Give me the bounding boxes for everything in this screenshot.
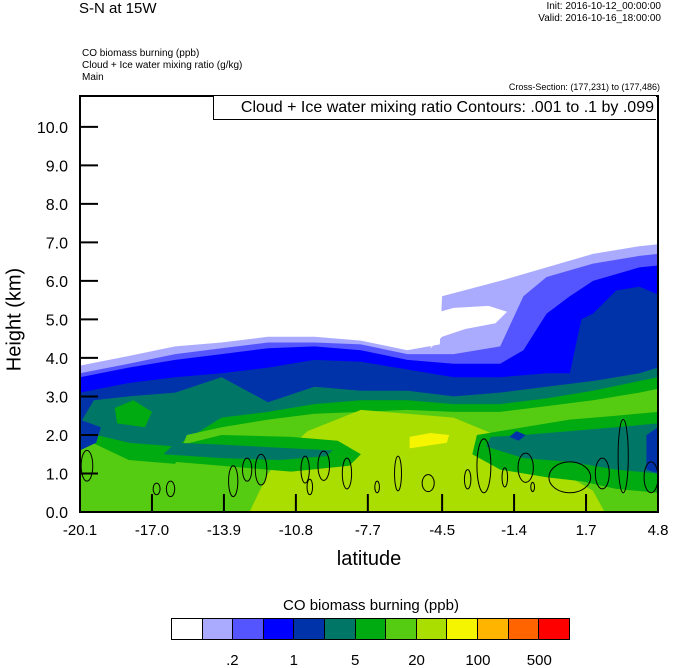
co-white-pocket xyxy=(430,305,508,349)
y-tick-label: 5.0 xyxy=(46,312,68,329)
field-label-main: Main xyxy=(82,72,104,83)
field-label-co: CO biomass burning (ppb) xyxy=(82,48,200,59)
x-tick-label: -20.1 xyxy=(63,522,97,539)
x-tick-label: -1.4 xyxy=(501,522,527,539)
cloud-contour-18 xyxy=(548,461,592,494)
co-level-fill-7 xyxy=(249,409,605,512)
co-patch-2 xyxy=(114,400,152,428)
colorbar-swatch xyxy=(385,619,416,639)
y-axis-title: Height (km) xyxy=(3,267,26,372)
colorbar-swatch xyxy=(232,619,263,639)
y-tick-label: 3.0 xyxy=(46,389,68,406)
x-tick-label: -4.5 xyxy=(429,522,455,539)
co-patch-7 xyxy=(509,431,526,441)
init-time: Init: 2016-10-12_00:00:00 xyxy=(546,1,661,12)
co-patch-8 xyxy=(409,433,450,449)
y-tick-label: 7.0 xyxy=(46,235,68,252)
cloud-contour-20 xyxy=(617,419,629,494)
x-axis-title: latitude xyxy=(336,548,402,570)
cloud-contour-13 xyxy=(463,469,472,490)
y-tick-label: 6.0 xyxy=(46,274,68,291)
cloud-contour-2 xyxy=(165,480,176,498)
cloud-contour-8 xyxy=(317,450,331,481)
cloud-contour-6 xyxy=(300,455,310,484)
cloud-contour-14 xyxy=(476,438,492,494)
colorbar-label: .2 xyxy=(226,652,239,668)
co-patch-1 xyxy=(163,442,333,460)
y-axis-title-wrap: Height (km) xyxy=(0,256,30,386)
colorbar-label: 5 xyxy=(350,652,360,668)
x-tick-label: -17.0 xyxy=(135,522,169,539)
colorbar-swatch xyxy=(538,619,569,639)
colorbar-swatch xyxy=(415,619,447,639)
x-tick-label: -7.7 xyxy=(355,522,381,539)
y-tick-label: 2.0 xyxy=(46,428,68,445)
plot-title: S-N at 15W xyxy=(79,0,157,17)
cloud-contour-3 xyxy=(228,465,239,498)
y-tick-label: 0.0 xyxy=(46,505,68,522)
colorbar-swatch xyxy=(201,619,233,639)
y-tick-label: 4.0 xyxy=(46,351,68,368)
contour-info-box: Cloud + Ice water mixing ratio Contours:… xyxy=(213,96,656,120)
cloud-contour-11 xyxy=(394,455,402,492)
colorbar-label: 100 xyxy=(465,652,491,668)
cloud-contour-5 xyxy=(254,453,268,486)
colorbar-label: 20 xyxy=(408,652,425,668)
colorbar-swatch xyxy=(324,619,355,639)
colorbar-swatch xyxy=(507,619,539,639)
colorbar-title: CO biomass burning (ppb) xyxy=(283,597,459,614)
x-tick-label: 4.8 xyxy=(648,522,669,539)
y-tick-label: 10.0 xyxy=(37,120,68,137)
colorbar-labels: .2 1 5 20 100 500 xyxy=(0,652,674,668)
cloud-contour-19 xyxy=(594,457,610,490)
colorbar-label: 1 xyxy=(289,652,298,668)
colorbar-swatch xyxy=(446,619,478,639)
cloud-contour-17 xyxy=(530,481,536,493)
cloud-contour-9 xyxy=(341,457,353,490)
x-tick-label: -13.9 xyxy=(207,522,241,539)
colorbar-swatch xyxy=(477,619,508,639)
colorbar-label: 500 xyxy=(526,652,552,668)
valid-time: Valid: 2016-10-16_18:00:00 xyxy=(538,13,661,24)
cloud-contour-12 xyxy=(421,474,435,493)
y-tick-label: 1.0 xyxy=(46,466,68,483)
x-tick-label: 1.7 xyxy=(576,522,597,539)
colorbar-swatch xyxy=(172,619,202,639)
cloud-contour-15 xyxy=(501,467,509,488)
colorbar-swatch xyxy=(262,619,294,639)
colorbar xyxy=(171,618,570,640)
x-tick-label: -10.8 xyxy=(279,522,313,539)
cloud-contour-16 xyxy=(517,452,534,483)
y-tick-label: 9.0 xyxy=(46,158,68,175)
cloud-contour-10 xyxy=(374,480,380,494)
y-tick-label: 8.0 xyxy=(46,197,68,214)
cloud-contour-0 xyxy=(80,449,94,482)
cloud-contour-4 xyxy=(241,457,253,482)
cloud-contour-7 xyxy=(306,478,314,496)
co-patch-5 xyxy=(486,423,658,474)
co-field xyxy=(80,244,658,512)
colorbar-swatch xyxy=(293,619,325,639)
field-label-cloud: Cloud + Ice water mixing ratio (g/kg) xyxy=(82,60,243,71)
cloud-contour-1 xyxy=(152,482,161,496)
cross-section-label: Cross-Section: (177,231) to (177,486) xyxy=(508,82,660,92)
colorbar-swatch xyxy=(354,619,386,639)
